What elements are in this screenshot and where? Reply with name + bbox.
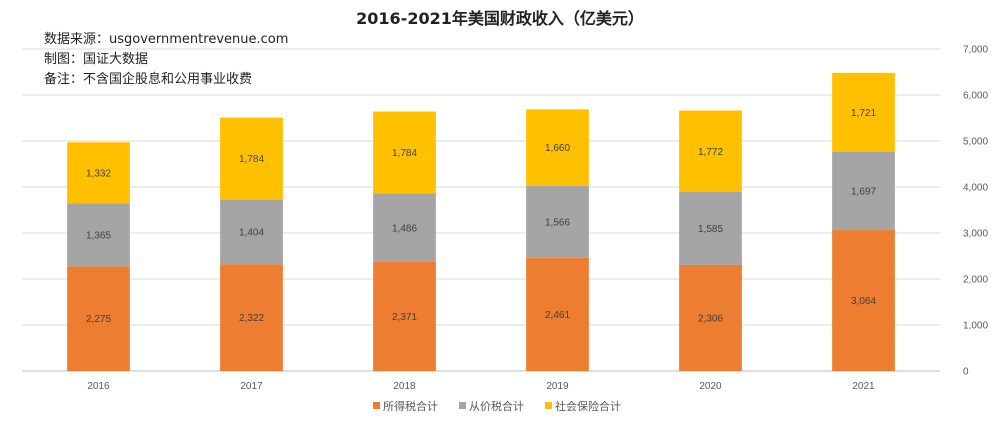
legend-item-label: 从价税合计: [469, 399, 524, 413]
legend-swatch: [459, 402, 466, 409]
data-label: 1,697: [851, 187, 876, 198]
legend-item-label: 所得税合计: [383, 399, 438, 413]
data-label: 1,660: [545, 143, 570, 154]
x-tick-label: 2021: [852, 381, 875, 392]
x-tick-label: 2019: [546, 381, 569, 392]
x-tick-label: 2017: [240, 381, 263, 392]
data-label: 2,461: [545, 310, 570, 321]
note-remark: 备注：不含国企股息和公用事业收费: [44, 71, 252, 87]
bar-segment: [67, 142, 130, 204]
data-label: 1,566: [545, 217, 570, 228]
bar-segment: [526, 185, 589, 258]
x-tick-label: 2018: [393, 381, 416, 392]
y-tick-label: 7,000: [963, 45, 988, 56]
data-label: 1,585: [698, 224, 723, 235]
y-tick-label: 2,000: [963, 275, 988, 286]
data-label: 1,404: [239, 227, 264, 238]
bar-segment: [67, 203, 130, 267]
data-label: 1,721: [851, 108, 876, 119]
note-maker: 制图：国证大数据: [44, 52, 148, 67]
bar-segment: [679, 110, 742, 193]
y-tick-label: 0: [963, 367, 969, 378]
x-tick-label: 2016: [87, 381, 110, 392]
y-tick-label: 6,000: [963, 91, 988, 102]
data-label: 2,275: [86, 314, 111, 325]
data-label: 1,784: [392, 148, 417, 159]
bar-segment: [832, 230, 895, 371]
x-axis: 2016 2017 2018 2019 2020 2021: [87, 381, 875, 392]
bar-segment: [679, 192, 742, 265]
bar-segment: [679, 264, 742, 371]
chart-title: 2016-2021年美国财政收入（亿美元）: [356, 9, 644, 28]
bar-segment: [220, 199, 283, 265]
y-tick-label: 5,000: [963, 137, 988, 148]
data-label: 2,371: [392, 312, 417, 323]
bar-segment: [526, 109, 589, 186]
legend-swatch: [545, 402, 552, 409]
data-label: 1,332: [86, 168, 111, 179]
data-label: 1,772: [698, 147, 723, 158]
bar-segment: [832, 72, 895, 152]
legend-swatch: [373, 402, 380, 409]
bar-segment: [373, 193, 436, 262]
bar-segment: [220, 117, 283, 200]
data-label: 1,784: [239, 154, 264, 165]
legend-item-label: 社会保险合计: [555, 399, 621, 413]
y-tick-label: 3,000: [963, 229, 988, 240]
data-label: 3,064: [851, 296, 876, 307]
y-axis: 0 1,000 2,000 3,000 4,000 5,000 6,000 7,000: [963, 45, 988, 378]
data-label: 2,306: [698, 313, 723, 324]
data-labels: 2,275 1,365 1,332 2,322 1,404 1,784 2,371 1,486…: [86, 108, 876, 325]
data-label: 2,322: [239, 313, 264, 324]
gridlines: [22, 48, 940, 372]
y-tick-label: 1,000: [963, 321, 988, 332]
bar-segment: [220, 264, 283, 371]
data-label: 1,365: [86, 230, 111, 241]
bars: [67, 72, 895, 371]
bar-segment: [526, 257, 589, 371]
data-label: 1,486: [392, 223, 417, 234]
note-source: 数据来源：usgovernmentrevenue.com: [44, 32, 288, 47]
x-tick-label: 2020: [699, 381, 722, 392]
bar-segment: [373, 111, 436, 194]
bar-segment: [832, 151, 895, 231]
y-tick-label: 4,000: [963, 183, 988, 194]
legend: 所得税合计 从价税合计 社会保险合计: [373, 399, 621, 413]
bar-segment: [373, 261, 436, 371]
bar-segment: [67, 266, 130, 371]
